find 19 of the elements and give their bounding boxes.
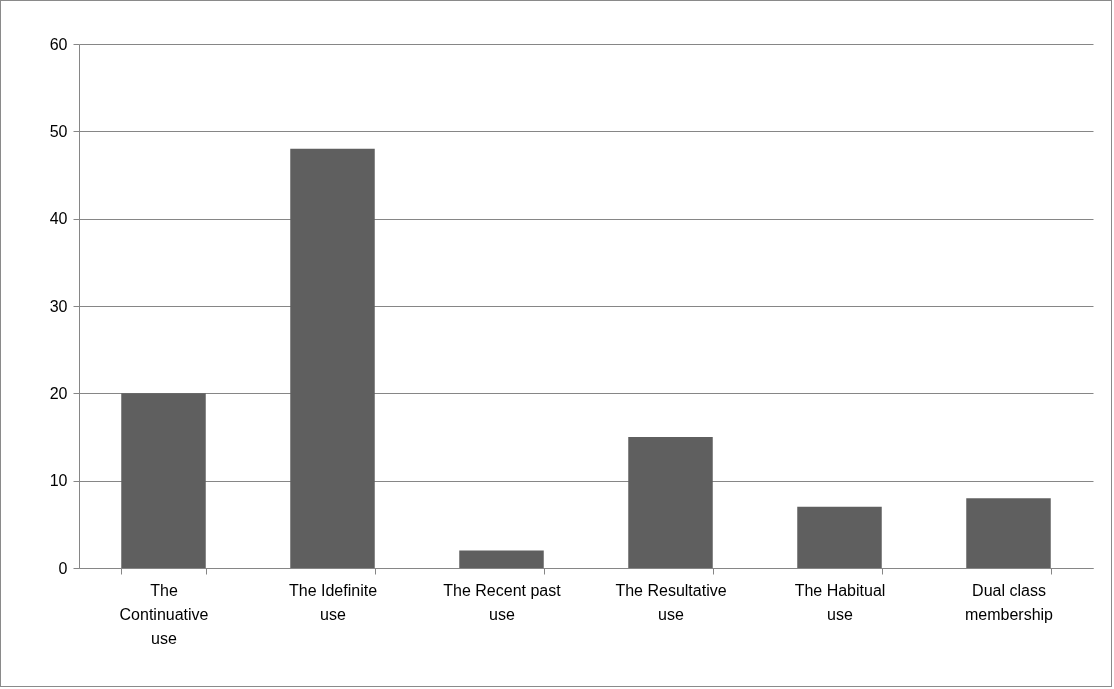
bar	[797, 506, 882, 568]
bar	[290, 148, 375, 568]
y-tick-label: 0	[58, 559, 68, 577]
x-tick-label: Dual class membership	[964, 581, 1054, 623]
bar	[966, 498, 1051, 568]
x-tick-label: The Idefinite use	[288, 581, 378, 623]
y-tick-label: 20	[49, 384, 68, 402]
y-tick-label: 10	[49, 472, 68, 490]
bar	[121, 393, 206, 568]
y-tick-label: 50	[49, 122, 68, 140]
bar	[628, 437, 713, 568]
y-tick-label: 40	[49, 210, 68, 228]
x-tick-label: The Recent past use	[443, 581, 562, 623]
x-tick-label: The Resultative use	[615, 581, 727, 623]
x-tick-label: The Continuative use	[119, 581, 209, 647]
bar	[459, 550, 544, 568]
y-tick-label: 30	[49, 297, 68, 315]
y-tick-label: 60	[49, 35, 68, 53]
x-tick-label: The Habitual use	[794, 581, 886, 623]
